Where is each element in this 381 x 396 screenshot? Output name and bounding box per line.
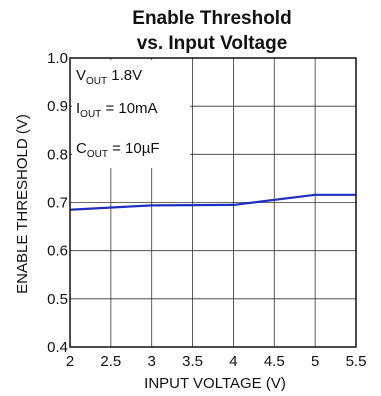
plot-frame [69, 57, 357, 348]
x-tick-label: 2.5 [100, 353, 121, 370]
y-tick-label: 1.0 [47, 50, 68, 67]
annotation-text: COUT = 10µF [76, 140, 160, 160]
x-tick-label: 3 [148, 353, 156, 370]
chart-title-line-1: Enable Threshold [132, 8, 291, 29]
series-line [69, 193, 356, 211]
annotations: VOUT 1.8V IOUT = 10mA COUT = 10µF [72, 60, 190, 168]
y-tick-label: 0.7 [47, 195, 68, 212]
y-tick-label: 0.9 [47, 98, 68, 115]
y-tick-label: 0.6 [47, 243, 68, 260]
annotation-background [72, 60, 190, 168]
chart-title-line-2: vs. Input Voltage [137, 33, 288, 54]
y-axis-label: ENABLE THRESHOLD (V) [14, 114, 31, 294]
y-tick-label: 0.5 [47, 291, 68, 308]
annotation-text: VOUT 1.8V [76, 67, 142, 87]
x-tick-labels: 2 2.5 3 3.5 4 4.5 5 5.5 [66, 353, 367, 370]
x-tick-label: 2 [66, 353, 74, 370]
x-tick-label: 4 [229, 353, 237, 370]
annotation-text: IOUT = 10mA [76, 100, 158, 120]
series-layer [69, 193, 356, 211]
x-tick-label: 5.5 [346, 353, 367, 370]
grid [69, 57, 357, 348]
x-tick-label: 5 [311, 353, 319, 370]
x-tick-label: 4.5 [264, 353, 285, 370]
x-axis-label: INPUT VOLTAGE (V) [144, 375, 286, 392]
y-tick-label: 0.8 [47, 146, 68, 163]
y-tick-label: 0.4 [47, 339, 68, 356]
x-tick-label: 3.5 [182, 353, 203, 370]
y-tick-labels: 0.4 0.5 0.6 0.7 0.8 0.9 1.0 [47, 50, 68, 356]
